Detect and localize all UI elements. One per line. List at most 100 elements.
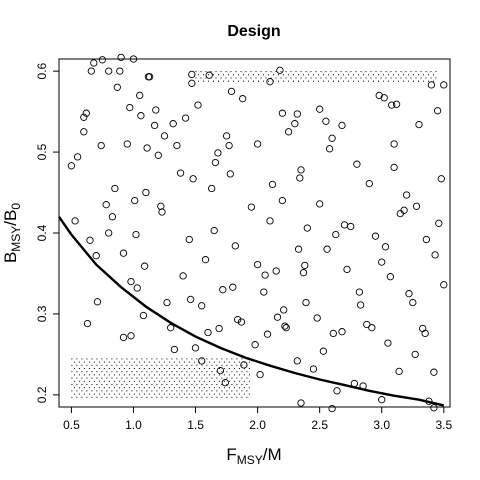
stipple-dot	[313, 80, 314, 82]
stipple-dot	[186, 371, 188, 373]
data-point-126	[333, 387, 341, 395]
stipple-regions	[71, 71, 437, 398]
stipple-dot	[375, 71, 377, 73]
data-point-172	[430, 404, 438, 412]
stipple-dot	[146, 396, 148, 398]
stipple-dot	[168, 361, 170, 363]
data-point-156	[409, 298, 417, 307]
stipple-dot	[183, 361, 185, 363]
boundary-curve	[58, 216, 445, 407]
data-point-105	[293, 357, 301, 365]
stipple-dot	[338, 74, 339, 76]
stipple-dot	[238, 80, 239, 82]
stipple-dot	[210, 71, 212, 73]
data-point-32	[136, 91, 144, 100]
stipple-dot	[380, 77, 382, 79]
stipple-dot	[188, 387, 190, 389]
stipple-dot	[303, 74, 304, 76]
stipple-dot	[143, 368, 145, 369]
data-point-15	[105, 67, 113, 75]
data-point-80	[234, 315, 242, 324]
stipple-dot	[213, 368, 215, 369]
stipple-dot	[188, 374, 190, 376]
stipple-dot	[153, 368, 155, 369]
stipple-dot	[148, 393, 150, 395]
stipple-dot	[375, 77, 377, 79]
data-point-118	[316, 200, 324, 208]
stipple-dot	[195, 71, 197, 73]
stipple-dot	[248, 368, 250, 369]
data-point-47	[167, 324, 175, 332]
stipple-dot	[238, 374, 240, 376]
stipple-dot	[410, 71, 412, 73]
stipple-dot	[198, 361, 200, 363]
stipple-dot	[345, 71, 347, 73]
stipple-dot	[226, 377, 228, 379]
data-point-4	[80, 113, 88, 121]
plot-frame	[58, 58, 451, 408]
stipple-dot	[163, 361, 165, 363]
data-point-140	[371, 232, 380, 240]
stipple-dot	[295, 71, 297, 73]
stipple-dot	[163, 374, 165, 376]
data-point-150	[392, 100, 401, 108]
stipple-dot	[138, 393, 140, 395]
stipple-dot	[218, 368, 220, 369]
stipple-dot	[146, 377, 148, 379]
data-point-67	[210, 226, 218, 235]
stipple-dot	[380, 71, 382, 73]
stipple-dot	[205, 77, 207, 79]
stipple-dot	[88, 368, 90, 369]
stipple-dot	[136, 377, 138, 379]
data-point-17	[108, 213, 117, 221]
data-point-152	[396, 209, 404, 218]
stipple-dot	[81, 377, 83, 379]
stipple-dot	[226, 364, 228, 366]
stipple-dot	[203, 80, 204, 82]
data-point-82	[239, 95, 247, 103]
stipple-dot	[260, 77, 262, 79]
data-point-149	[390, 163, 398, 172]
stipple-dot	[348, 80, 349, 82]
stipple-dot	[178, 380, 180, 382]
stipple-dot	[198, 80, 199, 82]
stipple-dot	[71, 377, 73, 379]
data-point-54	[185, 235, 193, 244]
data-point-112	[301, 261, 309, 270]
stipple-dot	[93, 374, 95, 376]
stipple-dot	[268, 80, 269, 82]
stipple-dot	[171, 377, 173, 379]
x-axis-title-sub: MSY	[237, 453, 263, 467]
stipple-dot	[186, 358, 188, 360]
stipple-dot	[198, 380, 200, 382]
stipple-dot	[123, 374, 125, 376]
stipple-dot	[106, 390, 108, 392]
stipple-dot	[220, 77, 222, 79]
data-point-58	[189, 175, 197, 183]
stipple-dot	[208, 374, 210, 376]
stipple-dot	[430, 77, 432, 79]
stipple-dot	[420, 77, 422, 79]
data-point-106	[293, 110, 301, 118]
stipple-dot	[173, 368, 175, 369]
stipple-dot	[203, 393, 205, 395]
data-point-154	[402, 191, 411, 199]
stipple-dot	[146, 371, 148, 373]
data-points	[67, 53, 448, 413]
stipple-dot	[243, 387, 245, 389]
stipple-dot	[206, 358, 208, 360]
stipple-dot	[151, 371, 153, 373]
stipple-dot	[253, 80, 254, 82]
stipple-dot	[116, 364, 118, 366]
stipple-dot	[201, 390, 203, 392]
stipple-dot	[193, 361, 195, 363]
stipple-dot	[238, 368, 240, 369]
stipple-dot	[398, 80, 399, 82]
stipple-dot	[320, 77, 322, 79]
stipple-dot	[81, 396, 83, 398]
data-point-19	[113, 83, 121, 91]
stipple-dot	[76, 396, 78, 398]
stipple-dot	[141, 384, 143, 385]
stipple-dot	[178, 368, 180, 369]
data-point-43	[157, 202, 165, 210]
